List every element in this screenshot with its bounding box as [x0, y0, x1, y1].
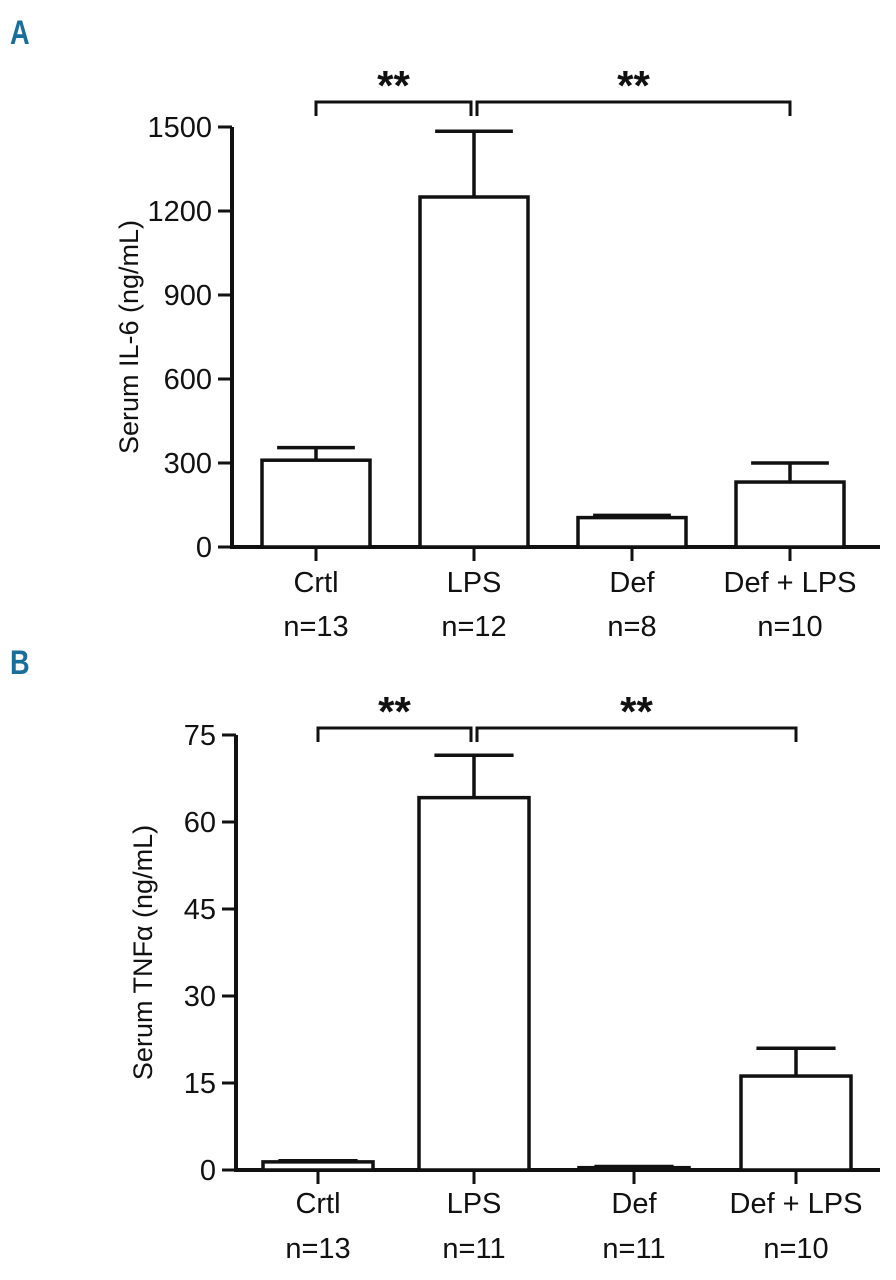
y-tick-label: 300	[164, 448, 212, 480]
significance-stars: **	[377, 62, 410, 109]
bar-def	[577, 1165, 691, 1172]
sample-size-label: n=13	[285, 1233, 350, 1265]
y-tick-label: 15	[184, 1068, 216, 1100]
y-tick-label: 0	[196, 532, 212, 564]
y-axis-label: Serum IL-6 (ng/mL)	[114, 220, 144, 454]
bar-def-lps	[739, 1074, 853, 1172]
bar-def	[576, 515, 688, 549]
bar-lps	[417, 795, 531, 1172]
bar-def-lps	[734, 480, 846, 549]
sample-size-label: n=11	[442, 1233, 505, 1265]
sample-size-label: n=11	[602, 1233, 665, 1265]
significance-stars: **	[620, 688, 653, 735]
x-tick-label: Def	[609, 567, 655, 599]
x-tick-label: Crtl	[295, 1188, 340, 1220]
chart-panel-a: 0 300 600 900 1200 1500 Serum IL-6 (ng/mL) Crtl…	[114, 62, 880, 643]
y-tick-label: 0	[200, 1155, 216, 1187]
significance-bracket	[475, 100, 792, 116]
y-tick-label: 60	[184, 807, 216, 839]
y-tick-label: 1500	[147, 112, 212, 144]
significance-bracket	[314, 100, 473, 116]
bar-crtl	[261, 1160, 375, 1172]
y-tick-label: 1200	[147, 196, 212, 228]
y-tick-label: 75	[184, 720, 216, 752]
x-tick-label: Def + LPS	[724, 567, 857, 599]
panel-label-a: A	[10, 14, 30, 52]
significance-bracket	[316, 726, 473, 742]
x-tick-label: Crtl	[293, 567, 338, 599]
y-tick-label: 45	[184, 894, 216, 926]
sample-size-label: n=10	[757, 611, 822, 643]
significance-bracket	[475, 726, 798, 742]
y-tick-label: 600	[164, 364, 212, 396]
y-tick-label: 30	[184, 981, 216, 1013]
chart-panel-b: 0 15 30 45 60 75 Serum TNFα (ng/mL) Crtl n=13 LPS…	[128, 688, 880, 1265]
significance-stars: **	[617, 62, 650, 109]
x-tick-label: LPS	[447, 1188, 502, 1220]
x-tick-label: Def + LPS	[730, 1188, 863, 1220]
sample-size-label: n=13	[283, 611, 348, 643]
sample-size-label: n=8	[607, 611, 656, 643]
sample-size-label: n=12	[441, 611, 506, 643]
y-axis-label: Serum TNFα (ng/mL)	[128, 825, 158, 1080]
y-tick-label: 900	[164, 280, 212, 312]
sample-size-label: n=10	[763, 1233, 828, 1265]
x-tick-label: LPS	[447, 567, 502, 599]
bar-lps	[418, 195, 530, 549]
panel-label-b: B	[10, 644, 30, 682]
bar-crtl	[260, 458, 372, 549]
x-tick-label: Def	[611, 1188, 657, 1220]
significance-stars: **	[378, 688, 411, 735]
